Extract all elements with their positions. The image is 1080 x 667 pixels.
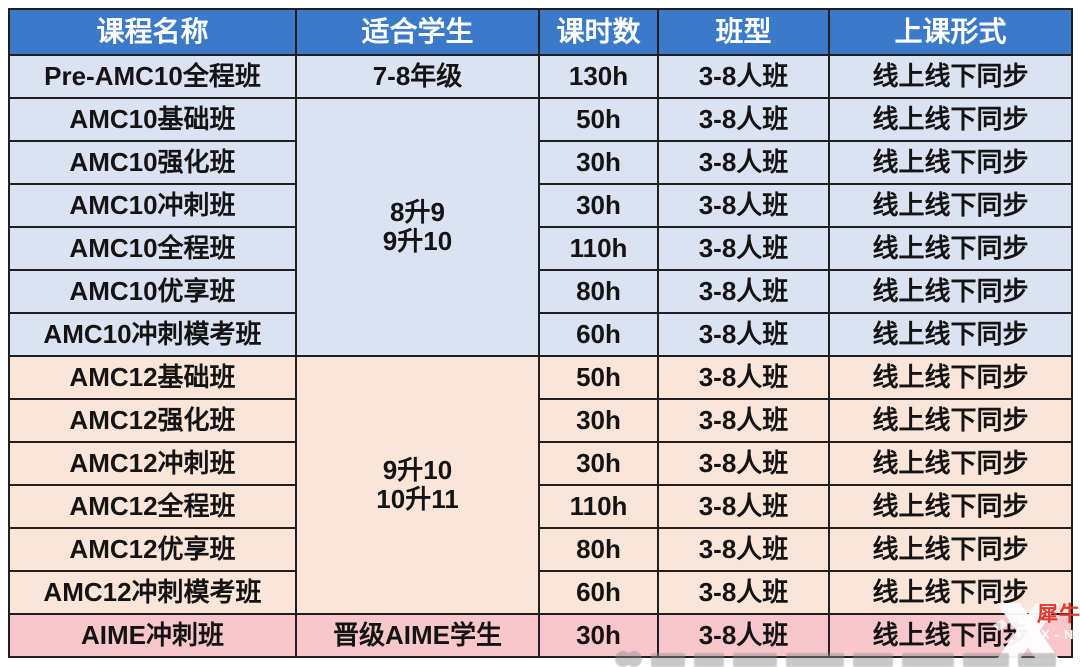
header-student: 适合学生 xyxy=(295,8,540,56)
class-size-cell: 3-8人班 xyxy=(657,398,830,443)
course-cell: AMC10冲刺模考班 xyxy=(8,312,297,357)
hours-cell: 110h xyxy=(538,484,659,529)
course-cell: AMC10全程班 xyxy=(8,226,297,271)
table-row: AMC12冲刺模考班 60h 3-8人班 线上线下同步 xyxy=(8,570,1073,615)
course-cell: AMC10基础班 xyxy=(8,97,297,142)
header-row: 课程名称 适合学生 课时数 班型 上课形式 xyxy=(8,8,1073,56)
format-cell: 线上线下同步 xyxy=(828,312,1073,357)
class-size-cell: 3-8人班 xyxy=(657,613,830,658)
header-format: 上课形式 xyxy=(828,8,1073,56)
header-hours: 课时数 xyxy=(538,8,659,56)
table-row: Pre-AMC10全程班 7-8年级 130h 3-8人班 线上线下同步 xyxy=(8,54,1073,99)
class-size-cell: 3-8人班 xyxy=(657,97,830,142)
table-row: AMC10基础班 8升9 9升10 50h 3-8人班 线上线下同步 xyxy=(8,97,1073,357)
class-size-cell: 3-8人班 xyxy=(657,183,830,228)
format-cell: 线上线下同步 xyxy=(828,226,1073,271)
class-size-cell: 3-8人班 xyxy=(657,527,830,572)
format-cell: 线上线下同步 xyxy=(828,140,1073,185)
class-size-cell: 3-8人班 xyxy=(657,570,830,615)
hours-cell: 30h xyxy=(538,140,659,185)
student-cell-merged: 8升9 9升10 xyxy=(295,97,540,357)
class-size-cell: 3-8人班 xyxy=(657,484,830,529)
class-size-cell: 3-8人班 xyxy=(657,355,830,400)
table-row: AMC10全程班 110h 3-8人班 线上线下同步 xyxy=(8,226,1073,271)
hours-cell: 80h xyxy=(538,527,659,572)
table-row: AMC10优享班 80h 3-8人班 线上线下同步 xyxy=(8,269,1073,314)
table-row: AMC10冲刺班 30h 3-8人班 线上线下同步 xyxy=(8,183,1073,228)
student-line: 8升9 xyxy=(390,196,445,227)
table-row: AMC12冲刺班 30h 3-8人班 线上线下同步 xyxy=(8,441,1073,486)
class-size-cell: 3-8人班 xyxy=(657,226,830,271)
student-line: 9升10 xyxy=(382,226,453,256)
course-cell: AMC12冲刺班 xyxy=(8,441,297,486)
format-cell: 线上线下同步 xyxy=(828,398,1073,443)
hours-cell: 50h xyxy=(538,97,659,142)
course-cell: AMC10强化班 xyxy=(8,140,297,185)
student-cell-merged: 9升10 10升11 xyxy=(295,355,540,615)
course-cell: AIME冲刺班 xyxy=(8,613,297,658)
format-cell: 线上线下同步 xyxy=(828,613,1073,658)
course-cell: AMC12强化班 xyxy=(8,398,297,443)
hours-cell: 30h xyxy=(538,613,659,658)
class-size-cell: 3-8人班 xyxy=(657,312,830,357)
course-cell: AMC10优享班 xyxy=(8,269,297,314)
student-cell: 7-8年级 xyxy=(295,54,540,99)
format-cell: 线上线下同步 xyxy=(828,269,1073,314)
table-row: AIME冲刺班 晋级AIME学生 30h 3-8人班 线上线下同步 xyxy=(8,613,1073,658)
format-cell: 线上线下同步 xyxy=(828,54,1073,99)
student-cell: 晋级AIME学生 xyxy=(295,613,540,658)
course-cell: AMC10冲刺班 xyxy=(8,183,297,228)
format-cell: 线上线下同步 xyxy=(828,570,1073,615)
course-cell: AMC12基础班 xyxy=(8,355,297,400)
table-row: AMC12优享班 80h 3-8人班 线上线下同步 xyxy=(8,527,1073,572)
table-row: AMC10冲刺模考班 60h 3-8人班 线上线下同步 xyxy=(8,312,1073,357)
student-line: 晋级AIME学生 xyxy=(332,619,502,650)
table-row: AMC12强化班 30h 3-8人班 线上线下同步 xyxy=(8,398,1073,443)
header-course: 课程名称 xyxy=(8,8,297,56)
class-size-cell: 3-8人班 xyxy=(657,269,830,314)
format-cell: 线上线下同步 xyxy=(828,97,1073,142)
format-cell: 线上线下同步 xyxy=(828,484,1073,529)
class-size-cell: 3-8人班 xyxy=(657,441,830,486)
course-cell: AMC12优享班 xyxy=(8,527,297,572)
hours-cell: 30h xyxy=(538,183,659,228)
table-row: AMC10强化班 30h 3-8人班 线上线下同步 xyxy=(8,140,1073,185)
header-class-size: 班型 xyxy=(657,8,830,56)
student-line: 7-8年级 xyxy=(372,60,463,91)
course-cell: Pre-AMC10全程班 xyxy=(8,54,297,99)
course-table: 课程名称 适合学生 课时数 班型 上课形式 Pre-AMC10全程班 7-8年级… xyxy=(8,8,1073,658)
format-cell: 线上线下同步 xyxy=(828,355,1073,400)
course-cell: AMC12全程班 xyxy=(8,484,297,529)
table-row: AMC12全程班 110h 3-8人班 线上线下同步 xyxy=(8,484,1073,529)
hours-cell: 60h xyxy=(538,570,659,615)
hours-cell: 60h xyxy=(538,312,659,357)
student-line: 9升10 xyxy=(382,454,453,485)
bottom-watermark xyxy=(615,651,1080,667)
class-size-cell: 3-8人班 xyxy=(657,140,830,185)
class-size-cell: 3-8人班 xyxy=(657,54,830,99)
hours-cell: 30h xyxy=(538,398,659,443)
format-cell: 线上线下同步 xyxy=(828,441,1073,486)
hours-cell: 80h xyxy=(538,269,659,314)
hours-cell: 110h xyxy=(538,226,659,271)
hours-cell: 130h xyxy=(538,54,659,99)
hours-cell: 50h xyxy=(538,355,659,400)
format-cell: 线上线下同步 xyxy=(828,527,1073,572)
student-line: 10升11 xyxy=(376,484,459,514)
hours-cell: 30h xyxy=(538,441,659,486)
table-row: AMC12基础班 9升10 10升11 50h 3-8人班 线上线下同步 xyxy=(8,355,1073,615)
course-cell: AMC12冲刺模考班 xyxy=(8,570,297,615)
format-cell: 线上线下同步 xyxy=(828,183,1073,228)
